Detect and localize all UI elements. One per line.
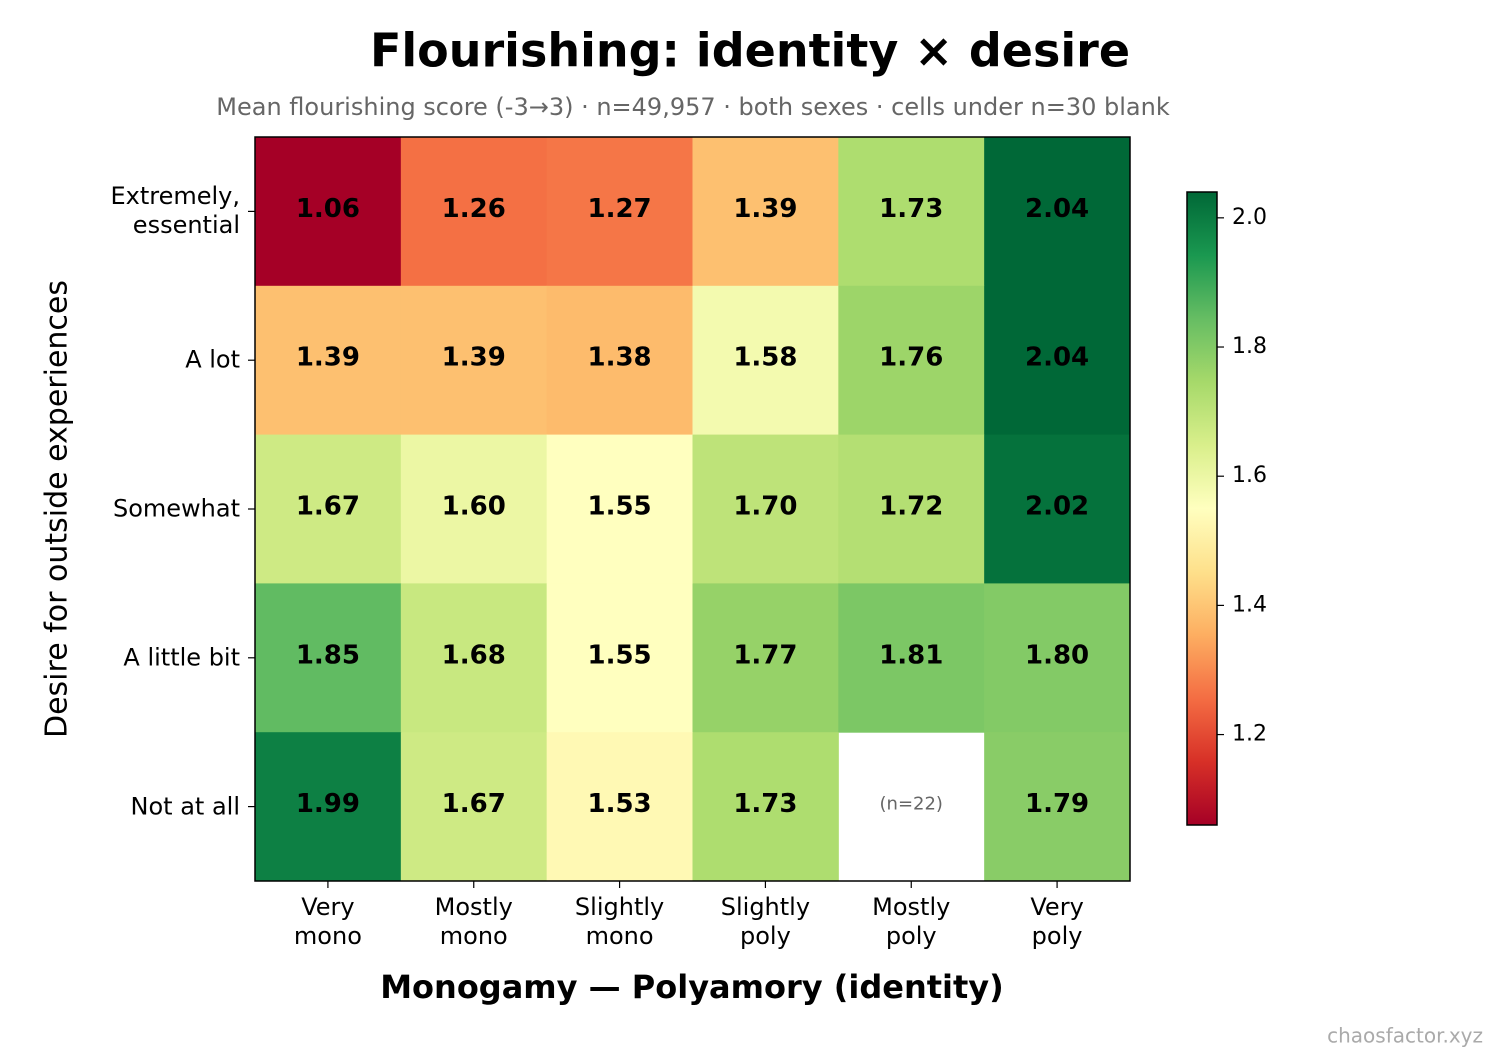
cell-label: 1.39 (733, 194, 797, 224)
watermark: chaosfactor.xyz (1327, 1024, 1483, 1048)
cell-label: 2.04 (1025, 343, 1089, 373)
heatmap-cell (838, 583, 985, 733)
cell-label: 1.70 (733, 492, 797, 522)
cell-label: 1.73 (733, 789, 797, 819)
heatmap-cell (692, 285, 839, 436)
cell-label: 1.55 (588, 640, 652, 670)
x-tick-label: Slightly poly (720, 893, 811, 950)
colorbar (1186, 191, 1218, 826)
heatmap-cell (546, 434, 693, 584)
heatmap-cell (255, 583, 402, 733)
cell-label: 1.53 (588, 789, 652, 819)
heatmap-cell (546, 285, 693, 436)
cell-label: 1.27 (588, 194, 652, 224)
heatmap-cell (692, 583, 839, 733)
y-tick-label: Somewhat (112, 494, 240, 523)
cell-label: 1.58 (733, 343, 797, 373)
cell-label: 1.39 (296, 343, 360, 373)
chart-title: Flourishing: identity × desire (370, 24, 1130, 78)
heatmap-cell (984, 137, 1131, 287)
cell-label: 2.02 (1025, 492, 1089, 522)
cell-label: 1.79 (1025, 789, 1089, 819)
heatmap-cell (400, 434, 548, 584)
y-tick-label: A little bit (123, 643, 240, 672)
colorbar-tick-label: 1.2 (1232, 722, 1267, 747)
x-tick-label: Mostly poly (872, 893, 951, 950)
y-tick-label: A lot (185, 345, 240, 374)
heatmap-cell (400, 285, 548, 436)
cell-label: 1.72 (879, 492, 943, 522)
x-tick-label: Very poly (1030, 893, 1084, 950)
heatmap-cell (692, 434, 839, 584)
y-axis-label: Desire for outside experiences (40, 280, 75, 738)
heatmap-cell (692, 732, 839, 882)
heatmap-cell (546, 583, 693, 733)
cell-label: 1.67 (442, 789, 506, 819)
cell-label: 1.99 (296, 789, 360, 819)
cell-label: 1.80 (1025, 640, 1089, 670)
colorbar-tick-label: 2.0 (1232, 205, 1267, 230)
heatmap-cell (692, 137, 839, 287)
chart-subtitle: Mean flourishing score (-3→3) · n=49,957… (216, 93, 1170, 121)
cell-label: 1.39 (442, 343, 506, 373)
x-tick-label: Slightly mono (574, 893, 665, 950)
colorbar-tick-label: 1.6 (1232, 463, 1267, 488)
heatmap-cell (255, 285, 402, 436)
cell-label: 1.38 (588, 343, 652, 373)
cell-label: 1.67 (296, 492, 360, 522)
heatmap-cell (255, 732, 402, 882)
heatmap-cell (984, 285, 1131, 436)
heatmap-cell (400, 137, 548, 287)
x-tick-label: Mostly mono (434, 893, 513, 950)
x-axis-label: Monogamy — Polyamory (identity) (380, 968, 1004, 1006)
cell-label: 1.68 (442, 640, 506, 670)
heatmap-cell (255, 434, 402, 584)
heatmap-cell (400, 732, 548, 882)
cell-label: (n=22) (880, 794, 943, 815)
cell-label: 1.26 (442, 194, 506, 224)
cell-label: 1.60 (442, 492, 506, 522)
cell-label: 1.76 (879, 343, 943, 373)
cell-label: 1.77 (733, 640, 797, 670)
cell-label: 2.04 (1025, 194, 1089, 224)
heatmap-cell (984, 732, 1131, 882)
cell-label: 1.81 (879, 640, 943, 670)
heatmap-cell (984, 434, 1131, 584)
heatmap-cell (546, 137, 693, 287)
y-tick-label: Not at all (130, 792, 240, 821)
colorbar-tick-label: 1.8 (1232, 334, 1267, 359)
heatmap-cell (255, 137, 402, 287)
x-tick-label: Very mono (293, 893, 362, 950)
heatmap-cell (838, 434, 985, 584)
heatmap-cell (546, 732, 693, 882)
heatmap-cell (984, 583, 1131, 733)
cell-label: 1.55 (588, 492, 652, 522)
heatmap-cell (838, 137, 985, 287)
cell-label: 1.06 (296, 194, 360, 224)
heatmap-cell (400, 583, 548, 733)
colorbar-tick-label: 1.4 (1232, 592, 1267, 617)
cell-label: 1.85 (296, 640, 360, 670)
cell-label: 1.73 (879, 194, 943, 224)
heatmap-cell (838, 285, 985, 436)
y-tick-label: Extremely, essential (110, 182, 240, 240)
